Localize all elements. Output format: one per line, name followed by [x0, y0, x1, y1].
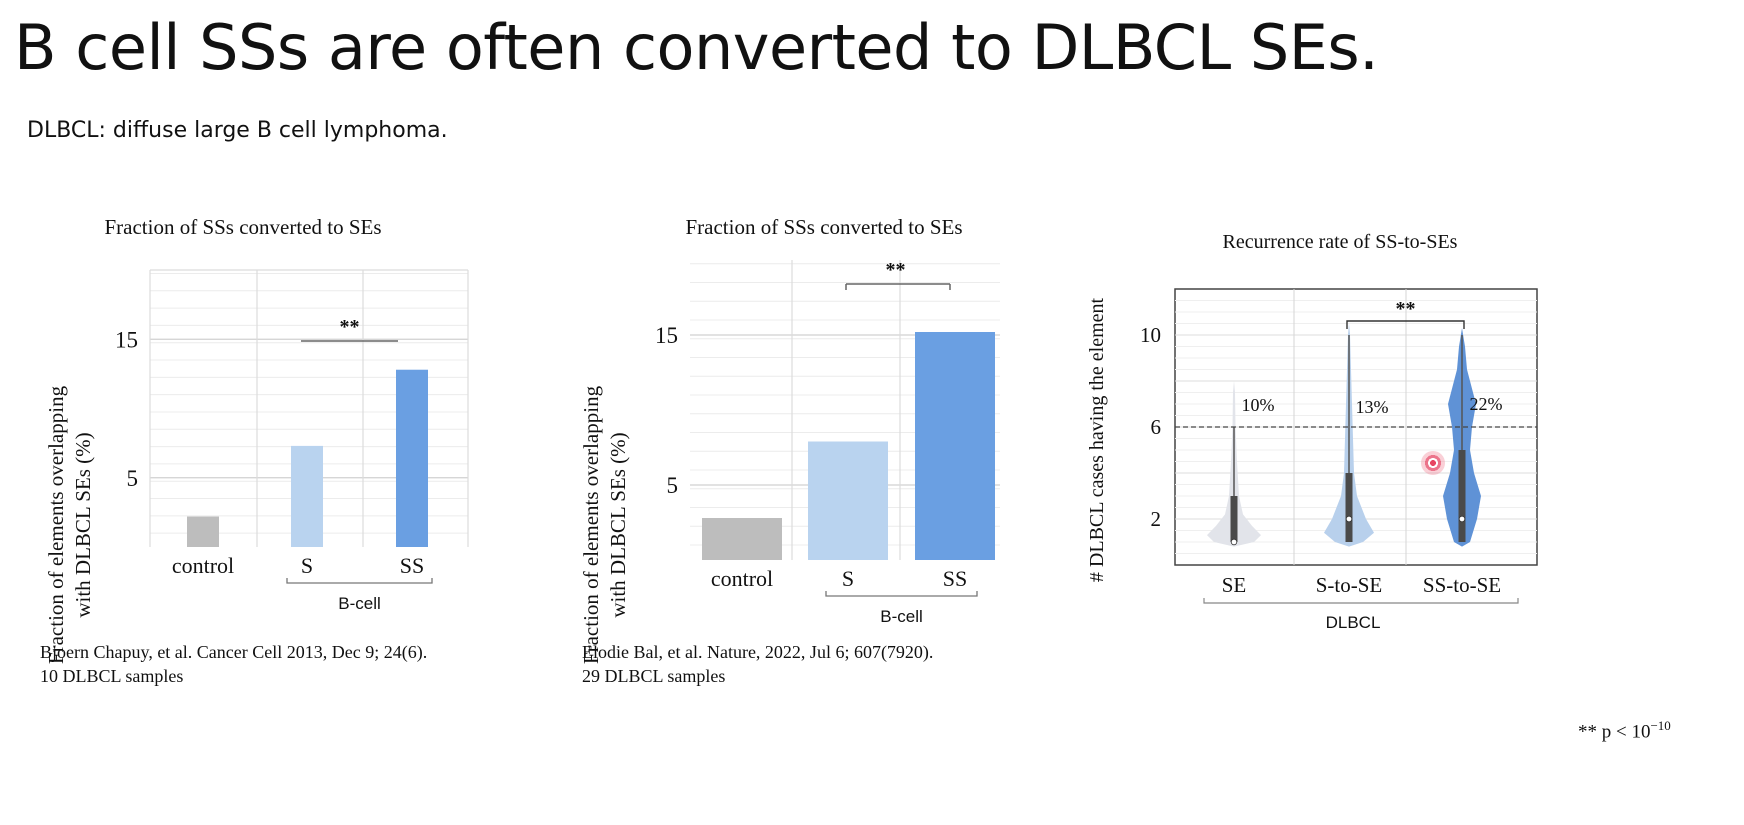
- chart-title: Recurrence rate of SS-to-SEs: [1223, 231, 1458, 253]
- significance-line: [1346, 320, 1465, 329]
- iqr-box: [1345, 473, 1353, 542]
- significance-label: **: [340, 316, 360, 338]
- p-value-exponent: −10: [1650, 718, 1671, 733]
- citation-line: Elodie Bal, et al. Nature, 2022, Jul 6; …: [582, 642, 934, 662]
- group-bracket-line: [1203, 598, 1519, 604]
- y-tick-label: 10: [1140, 323, 1161, 347]
- p-value-note: ** p < 10−10: [1578, 718, 1671, 743]
- group-label: B-cell: [338, 594, 381, 613]
- p-value-prefix: ** p < 10: [1578, 721, 1651, 743]
- bar-ss: [396, 369, 428, 547]
- group-bracket: B-cell: [286, 578, 433, 613]
- group-label: DLBCL: [1326, 613, 1381, 632]
- y-axis-label-line1: Fraction of elements overlapping: [44, 385, 68, 664]
- cursor-indicator-icon: [1421, 451, 1445, 475]
- x-tick-label: S: [842, 566, 854, 591]
- percent-labels: 10% 13% 22%: [1242, 394, 1503, 417]
- y-tick-label: 5: [667, 473, 679, 498]
- x-tick-label: control: [711, 566, 773, 591]
- x-tick-label: SE: [1222, 573, 1247, 597]
- group-bracket: B-cell: [825, 591, 978, 626]
- slide-subtitle: DLBCL: diffuse large B cell lymphoma.: [27, 118, 448, 143]
- x-tick-label: SS-to-SE: [1423, 573, 1501, 597]
- bar-s: [808, 441, 888, 560]
- citation-line: 10 DLBCL samples: [40, 666, 184, 686]
- bar-ss: [915, 332, 995, 560]
- y-axis-label: Fraction of elements overlapping with DL…: [44, 385, 95, 664]
- bar-chart-chapuy: Fraction of SSs converted to SEs Fractio…: [44, 215, 469, 664]
- y-ticks: 5 15: [655, 323, 678, 498]
- x-tick-label: SS: [400, 553, 424, 578]
- slide-title: B cell SSs are often converted to DLBCL …: [14, 11, 1379, 84]
- iqr-box: [1458, 450, 1466, 542]
- citation-chapuy: Bjoern Chapuy, et al. Cancer Cell 2013, …: [40, 640, 427, 688]
- grid: [149, 269, 469, 547]
- bar-chart-bal: Fraction of SSs converted to SEs Fractio…: [579, 215, 1000, 664]
- median-point: [1230, 538, 1238, 546]
- y-axis-label-line2: with DLBCL SEs (%): [71, 432, 95, 617]
- violin-chart-recurrence: Recurrence rate of SS-to-SEs # DLBCL cas…: [1086, 231, 1538, 632]
- group-bracket: DLBCL: [1203, 598, 1519, 632]
- significance-bracket: **: [1346, 298, 1465, 329]
- citation-line: Bjoern Chapuy, et al. Cancer Cell 2013, …: [40, 642, 428, 662]
- group-bracket-line: [286, 578, 433, 584]
- significance-label: **: [1396, 298, 1416, 320]
- y-ticks: 5 15: [115, 327, 138, 491]
- bar-control: [187, 516, 219, 547]
- y-ticks: 2 6 10: [1140, 323, 1161, 531]
- x-tick-label: control: [172, 553, 234, 578]
- citation-line: 29 DLBCL samples: [582, 666, 726, 686]
- bar-s: [291, 445, 323, 547]
- bars: [702, 332, 995, 560]
- bars: [187, 369, 428, 547]
- x-ticks: SE S-to-SE SS-to-SE: [1222, 573, 1501, 597]
- y-tick-label: 6: [1151, 415, 1162, 439]
- citation-bal: Elodie Bal, et al. Nature, 2022, Jul 6; …: [582, 640, 933, 688]
- y-axis-label: Fraction of elements overlapping with DL…: [579, 385, 630, 664]
- y-axis-label: # DLBCL cases having the element: [1086, 297, 1108, 582]
- x-ticks: control S SS: [711, 566, 967, 591]
- significance-label: **: [886, 259, 906, 281]
- y-axis-label-line2: with DLBCL SEs (%): [606, 432, 630, 617]
- percent-label: 22%: [1470, 394, 1503, 414]
- x-tick-label: S-to-SE: [1316, 573, 1383, 597]
- percent-label: 10%: [1242, 395, 1275, 415]
- y-axis-label-line1: Fraction of elements overlapping: [579, 385, 603, 664]
- significance-bracket: **: [301, 316, 398, 342]
- x-tick-label: SS: [943, 566, 967, 591]
- x-ticks: control S SS: [172, 553, 424, 578]
- chart-title: Fraction of SSs converted to SEs: [104, 215, 381, 239]
- significance-bracket: **: [845, 259, 951, 290]
- bar-control: [702, 518, 782, 560]
- y-tick-label: 15: [115, 327, 138, 352]
- y-tick-label: 5: [127, 466, 139, 491]
- median-point: [1345, 515, 1353, 523]
- percent-label: 13%: [1356, 397, 1389, 417]
- x-tick-label: S: [301, 553, 313, 578]
- median-point: [1458, 515, 1466, 523]
- violins: [1207, 323, 1481, 547]
- group-label: B-cell: [880, 607, 923, 626]
- group-bracket-line: [825, 591, 978, 597]
- y-tick-label: 2: [1151, 507, 1162, 531]
- iqr-box: [1230, 496, 1238, 542]
- chart-title: Fraction of SSs converted to SEs: [685, 215, 962, 239]
- y-tick-label: 15: [655, 323, 678, 348]
